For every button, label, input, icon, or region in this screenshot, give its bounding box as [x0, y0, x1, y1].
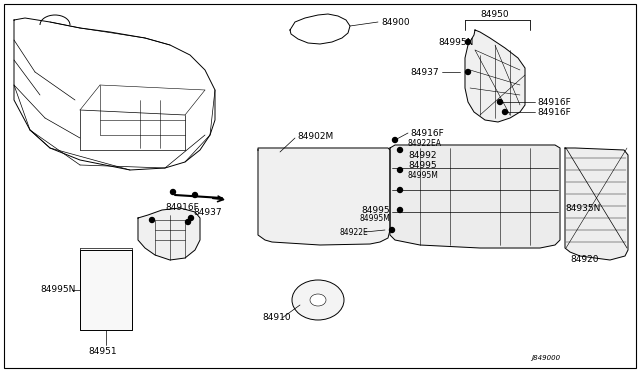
Text: 84916F: 84916F [410, 128, 444, 138]
Text: 84950: 84950 [480, 10, 509, 19]
Text: 84995: 84995 [408, 160, 436, 170]
Text: 84916F: 84916F [537, 97, 571, 106]
Text: 84910: 84910 [262, 314, 291, 323]
Circle shape [390, 228, 394, 232]
Circle shape [186, 219, 191, 224]
Circle shape [193, 192, 198, 198]
Text: 84922E: 84922E [340, 228, 369, 237]
Text: 84995M: 84995M [359, 214, 390, 222]
Text: 84992: 84992 [408, 151, 436, 160]
Circle shape [170, 189, 175, 195]
Circle shape [465, 70, 470, 74]
Circle shape [502, 109, 508, 115]
Text: 84995: 84995 [362, 205, 390, 215]
Circle shape [397, 208, 403, 212]
Text: 84920: 84920 [570, 256, 598, 264]
Circle shape [397, 167, 403, 173]
Circle shape [465, 39, 470, 45]
Text: 84937: 84937 [193, 208, 221, 217]
Text: 84902M: 84902M [297, 131, 333, 141]
Bar [80, 250, 132, 330]
Circle shape [497, 99, 502, 105]
Text: 84995M: 84995M [408, 170, 439, 180]
Text: 84995N: 84995N [40, 285, 76, 295]
Text: 84937: 84937 [410, 67, 438, 77]
Circle shape [189, 215, 193, 221]
Text: 84935N: 84935N [565, 203, 600, 212]
Circle shape [150, 218, 154, 222]
Text: J849000: J849000 [531, 355, 560, 361]
Text: 84916F: 84916F [537, 108, 571, 116]
Polygon shape [258, 148, 390, 245]
Polygon shape [390, 145, 560, 248]
Polygon shape [138, 208, 200, 260]
Ellipse shape [310, 294, 326, 306]
Polygon shape [465, 30, 525, 122]
Circle shape [392, 138, 397, 142]
Polygon shape [565, 148, 628, 260]
Text: 84922EA: 84922EA [408, 138, 442, 148]
Text: 84900: 84900 [381, 17, 410, 26]
Text: 84916F: 84916F [165, 202, 199, 212]
Ellipse shape [292, 280, 344, 320]
Circle shape [397, 187, 403, 192]
Circle shape [397, 148, 403, 153]
Text: 84951: 84951 [88, 347, 116, 356]
Text: 84995N: 84995N [438, 38, 474, 46]
